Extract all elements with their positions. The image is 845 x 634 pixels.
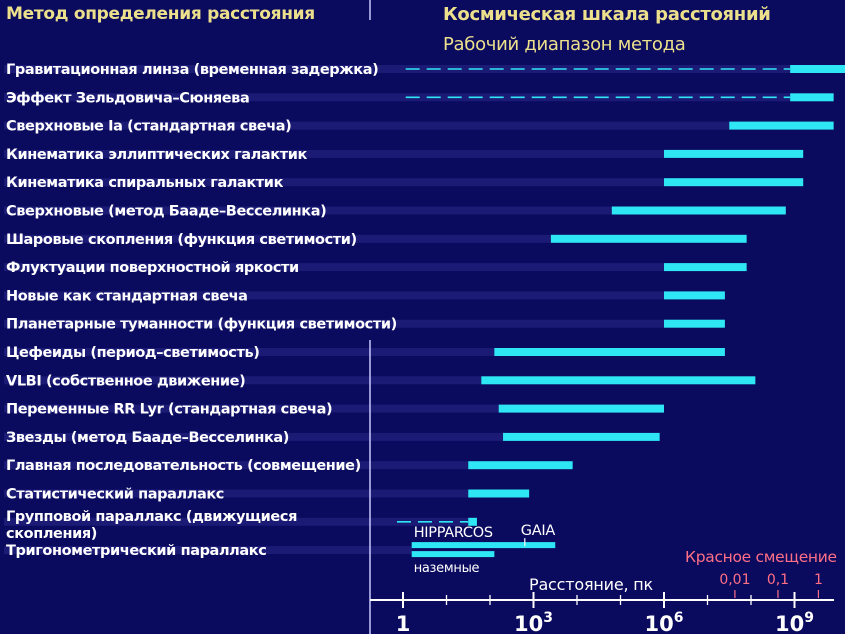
row-stripe <box>4 149 664 158</box>
row-stripe <box>4 319 664 328</box>
method-label: Новые как стандартная свеча <box>6 288 248 304</box>
row-stripe <box>4 432 504 441</box>
ground-label: наземные <box>414 561 480 576</box>
method-label: Цефеиды (период–светимость) <box>6 345 259 361</box>
range-bar <box>664 178 804 187</box>
x-tick-label: 1 <box>396 612 411 634</box>
method-label: Кинематика эллиптических галактик <box>6 147 307 163</box>
range-bar <box>729 121 834 130</box>
range-bar <box>494 348 725 356</box>
method-label: Планетарные туманности (функция светимос… <box>6 317 397 333</box>
row-stripe <box>4 489 469 498</box>
row-stripe <box>4 517 469 526</box>
range-bar <box>664 263 747 272</box>
range-bar <box>611 206 786 215</box>
row-stripe <box>4 263 664 272</box>
method-label: Статистический параллакс <box>6 487 224 503</box>
method-label: Сверхновые (метод Бааде–Весселинка) <box>6 204 326 220</box>
range-bar <box>481 376 756 385</box>
range-bar <box>790 65 845 73</box>
range-bar <box>498 404 664 413</box>
method-label: Эффект Зельдовича–Сюняева <box>6 90 249 106</box>
range-bar <box>790 93 834 102</box>
method-label: Гравитационная линза (временная задержка… <box>6 62 378 78</box>
header-distance-scale: Космическая шкала расстояний <box>443 4 771 25</box>
x-tick-label: 109 <box>775 610 814 634</box>
range-bar <box>468 517 477 526</box>
range-bar <box>664 291 725 300</box>
bar-hipparcos <box>411 542 556 549</box>
method-label: VLBI (собственное движение) <box>6 373 245 389</box>
range-bar <box>468 461 573 470</box>
row-stripe <box>4 178 664 187</box>
x-axis-title: Расстояние, пк <box>529 575 654 594</box>
method-label: Переменные RR Lyr (стандартная свеча) <box>6 402 332 418</box>
row-stripe <box>4 206 612 215</box>
redshift-title: Красное смещение <box>685 548 837 566</box>
method-label: Кинематика спиральных галактик <box>6 175 284 191</box>
header-method: Метод определения расстояния <box>6 4 315 24</box>
bar-ground <box>411 551 495 558</box>
row-stripe <box>4 376 482 385</box>
hipparcos-label: HIPPARCOS <box>414 525 493 541</box>
method-label: Групповой параллакс (движущиеся <box>6 509 297 525</box>
gaia-label: GAIA <box>521 523 556 539</box>
redshift-tick-label: 0,01 <box>719 572 750 588</box>
row-stripe <box>4 291 664 300</box>
redshift-tick-label: 0,1 <box>767 572 789 588</box>
method-label: Главная последовательность (совмещение) <box>6 458 361 474</box>
range-bar <box>664 319 725 328</box>
range-bar <box>468 489 530 498</box>
range-bar <box>503 432 660 441</box>
row-stripe <box>4 234 551 243</box>
range-bar <box>664 149 804 158</box>
row-stripe <box>4 348 495 356</box>
x-tick-label: 106 <box>645 610 684 634</box>
row-stripe <box>4 404 499 413</box>
row-stripe <box>4 93 791 102</box>
row-stripe <box>4 65 791 73</box>
range-bar <box>550 234 747 243</box>
method-label: Флуктуации поверхностной яркости <box>6 260 299 276</box>
row-stripe <box>4 121 730 130</box>
redshift-tick-label: 1 <box>814 572 823 588</box>
row-stripe <box>4 461 469 470</box>
method-label: Звезды (метод Бааде–Весселинка) <box>6 430 289 446</box>
method-label: Шаровые скопления (функция светимости) <box>6 232 357 248</box>
x-tick-label: 103 <box>514 610 553 634</box>
method-label: скопления) <box>6 526 97 542</box>
method-label: Сверхновые Ia (стандартная свеча) <box>6 119 291 135</box>
header-working-range: Рабочий диапазон метода <box>443 34 686 55</box>
row-stripe <box>4 546 412 555</box>
method-label: Тригонометрический параллакс <box>6 543 266 559</box>
